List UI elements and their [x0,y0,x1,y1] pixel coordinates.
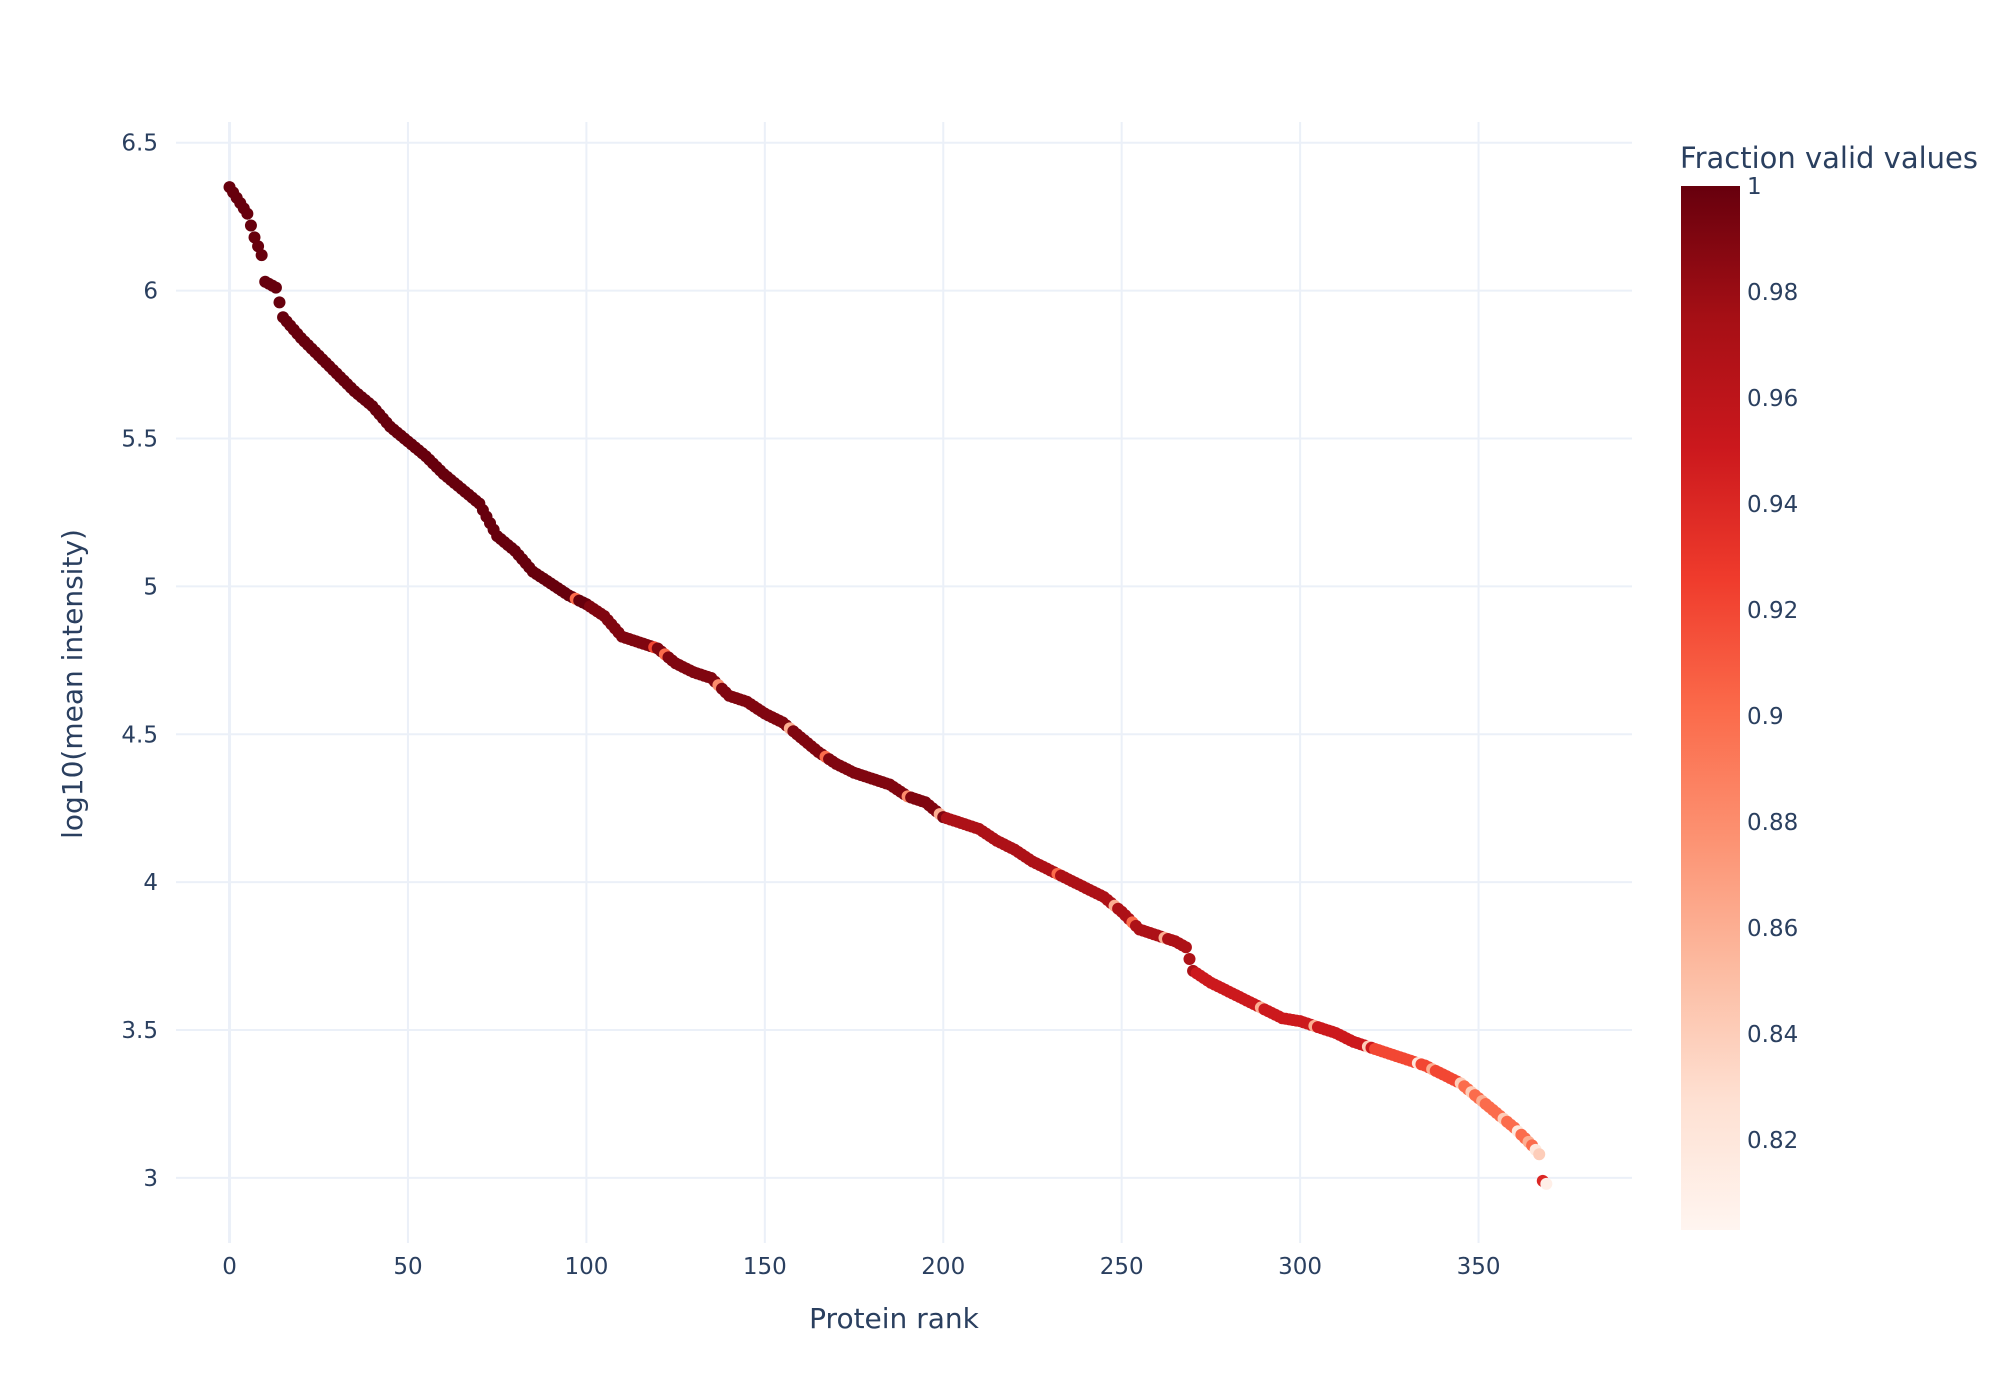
colorbar-tick-label: 0.94 [1747,492,1798,518]
colorbar-title: Fraction valid values [1680,141,1978,175]
x-tick-label: 150 [743,1254,787,1280]
colorbar-tick-label: 0.92 [1747,598,1798,624]
colorbar-tick-label: 0.98 [1747,280,1798,306]
data-point [269,281,282,294]
data-point [1183,953,1196,966]
colorbar-tick-label: 1 [1747,174,1762,200]
colorbar-tick-label: 0.84 [1747,1022,1798,1048]
x-tick-label: 200 [921,1254,965,1280]
colorbar-tick-label: 0.96 [1747,386,1798,412]
y-tick-label: 6 [143,279,158,305]
data-points [223,181,1553,1190]
data-point [1179,941,1192,954]
y-axis-ticks: 3 3.5 4 4.5 5 5.5 6 6.5 [121,131,158,1192]
grid [176,122,1632,1243]
x-tick-label: 250 [1100,1254,1144,1280]
data-point [241,207,254,220]
colorbar-ticks: 0.82 0.84 0.86 0.88 0.9 0.92 0.94 0.96 0.98 1 [1747,174,1798,1154]
x-tick-label: 350 [1457,1254,1501,1280]
y-tick-label: 3.5 [121,1018,158,1044]
data-point [255,249,268,262]
x-axis-title: Protein rank [809,1302,979,1335]
y-tick-label: 5 [143,574,158,600]
colorbar-tick-label: 0.82 [1747,1128,1798,1154]
colorbar-tick-label: 0.9 [1747,704,1784,730]
y-tick-label: 4 [143,870,158,896]
colorbar-tick-label: 0.86 [1747,916,1798,942]
data-point [1533,1148,1546,1161]
x-tick-label: 100 [564,1254,608,1280]
x-tick-label: 0 [222,1254,237,1280]
y-tick-label: 5.5 [121,426,158,452]
y-tick-label: 4.5 [121,722,158,748]
x-tick-label: 50 [393,1254,422,1280]
data-point [1540,1177,1553,1190]
colorbar-gradient [1681,186,1740,1230]
y-axis-title: log10(mean intensity) [56,529,89,839]
data-point [273,296,286,309]
colorbar: Fraction valid values 0.820.840.860.880.… [1680,141,1978,1230]
x-tick-label: 300 [1278,1254,1322,1280]
x-axis-ticks: 0 50 100 150 200 250 300 350 [222,1254,1500,1280]
data-point [244,219,257,232]
y-tick-label: 6.5 [121,131,158,157]
colorbar-tick-label: 0.88 [1747,810,1798,836]
y-tick-label: 3 [143,1166,158,1192]
